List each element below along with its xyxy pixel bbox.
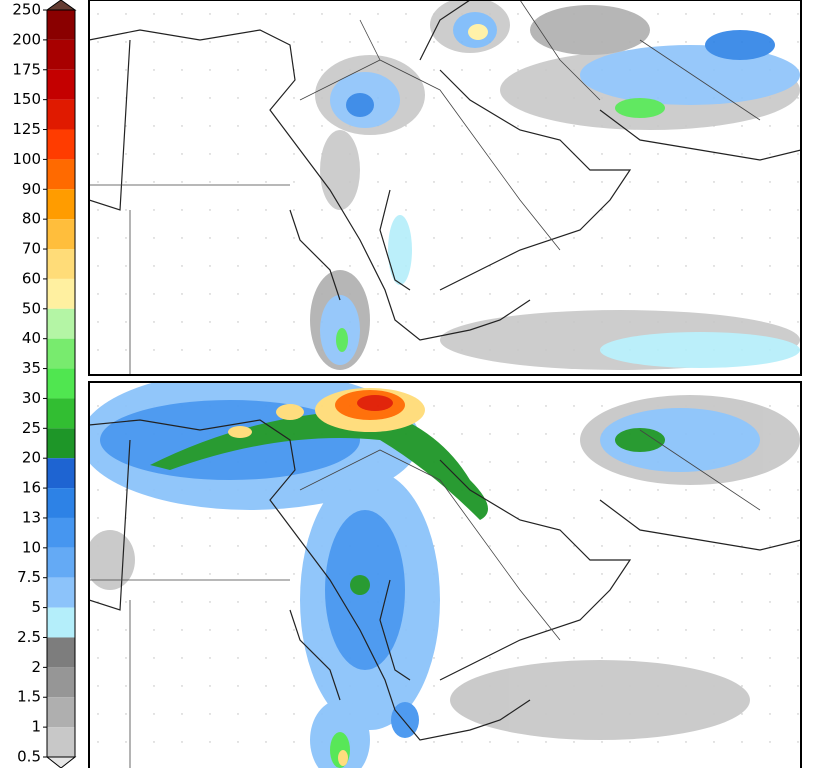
tick-label: 13 [22,508,41,526]
color-band [47,39,75,70]
tick-label: 125 [12,120,41,138]
map-panel-top [89,0,801,375]
color-band [47,727,75,757]
tick-label: 30 [22,389,41,407]
tick-label: 1.5 [17,688,41,706]
tick-label: 250 [12,1,41,19]
colorbar: 2502001751501251009080706050403530252016… [12,0,77,768]
tick-label: 40 [22,329,41,347]
color-band [47,607,75,638]
color-band [47,398,75,429]
tick-label: 35 [22,359,41,377]
color-band [47,547,75,578]
tick-label: 5 [31,598,41,616]
tick-label: 150 [12,90,41,108]
color-band [47,159,75,190]
panel-frame [88,0,802,376]
color-band [47,129,75,160]
color-band [47,338,75,369]
color-band [47,697,75,728]
panel-frame [88,381,802,768]
tick-label: 175 [12,60,41,78]
tick-label: 16 [22,479,41,497]
map-panel-bottom [89,382,801,768]
tick-label: 70 [22,240,41,258]
tick-label: 0.5 [17,748,41,766]
colorbar-under [45,756,77,768]
tick-label: 60 [22,269,41,287]
color-band [47,428,75,459]
tick-label: 7.5 [17,568,41,586]
tick-label: 2.5 [17,628,41,646]
tick-label: 200 [12,30,41,48]
tick-label: 90 [22,180,41,198]
color-band [47,219,75,250]
tick-label: 100 [12,150,41,168]
color-band [47,667,75,698]
tick-label: 2 [31,658,41,676]
color-band [47,517,75,548]
tick-label: 20 [22,449,41,467]
tick-label: 50 [22,299,41,317]
tick-label: 80 [22,210,41,228]
color-band [47,368,75,399]
tick-label: 1 [31,718,41,736]
color-band [47,249,75,279]
color-band [47,69,75,100]
color-band [47,278,75,309]
tick-label: 25 [22,419,41,437]
tick-label: 10 [22,538,41,556]
color-band [47,458,75,489]
color-band [47,488,75,518]
color-band [47,308,75,339]
color-band [47,189,75,220]
color-band [47,99,75,130]
colorbar-frame [46,9,76,758]
color-band [47,577,75,608]
color-band [47,637,75,668]
color-band [47,10,75,40]
colorbar-over [45,0,77,11]
